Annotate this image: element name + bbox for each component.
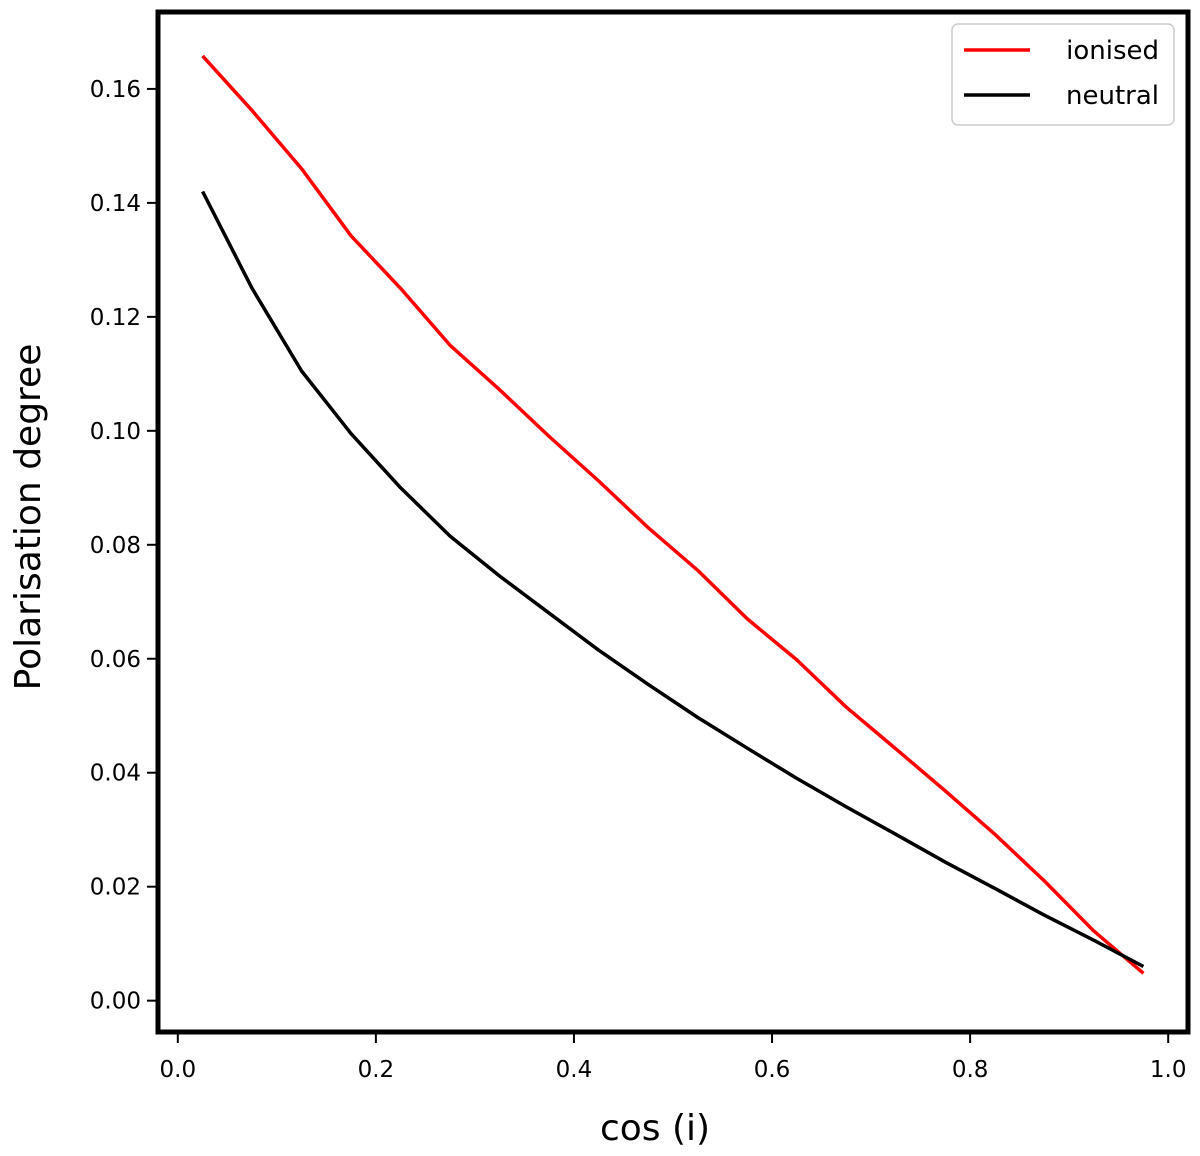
series-layer <box>201 54 1145 975</box>
x-tick-label: 0.4 <box>556 1057 593 1083</box>
x-tick-label: 0.6 <box>754 1057 791 1083</box>
y-tick-label: 0.12 <box>90 305 141 331</box>
x-tick-label: 0.8 <box>952 1057 989 1083</box>
legend-entries: ionised neutral <box>964 36 1159 111</box>
y-tick-label: 0.08 <box>90 533 141 559</box>
x-axis-label: cos (i) <box>600 1108 710 1149</box>
x-axis-ticks: 0.0 0.2 0.4 0.6 0.8 1.0 <box>160 1034 1187 1083</box>
y-axis-label: Polarisation degree <box>8 344 49 691</box>
plot-frame <box>155 9 1191 1035</box>
y-tick-label: 0.00 <box>90 989 141 1015</box>
y-tick-label: 0.02 <box>90 875 141 901</box>
series-line-neutral <box>201 190 1145 969</box>
x-tick-label: 0.0 <box>160 1057 197 1083</box>
y-tick-label: 0.10 <box>90 419 141 445</box>
legend-label-neutral: neutral <box>1066 81 1159 111</box>
x-tick-label: 0.2 <box>358 1057 395 1083</box>
x-tick-label: 1.0 <box>1150 1057 1187 1083</box>
legend-label-ionised: ionised <box>1066 36 1159 66</box>
y-tick-label: 0.14 <box>90 191 141 217</box>
y-tick-label: 0.04 <box>90 761 141 787</box>
y-axis-ticks: 0.00 0.02 0.04 0.06 0.08 0.10 0.12 0.14 0.16 <box>90 77 156 1015</box>
legend: ionised neutral <box>951 23 1175 126</box>
series-line-ionised <box>201 54 1145 975</box>
y-tick-label: 0.06 <box>90 647 141 673</box>
y-tick-label: 0.16 <box>90 77 141 103</box>
